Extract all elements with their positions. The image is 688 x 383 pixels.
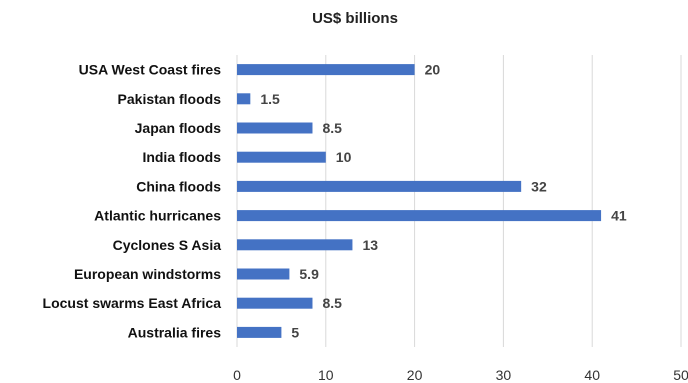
x-tick-label: 40 [584,367,600,383]
x-tick-label: 0 [233,367,241,383]
category-labels: USA West Coast fires Pakistan floods Japan… [43,62,222,341]
value-label: 8.5 [322,120,342,136]
value-label: 5.9 [299,266,319,282]
x-tick-label: 10 [318,367,334,383]
category-label: Japan floods [135,120,222,136]
x-tick-label: 20 [407,367,423,383]
bars [237,64,602,338]
bar [237,64,415,76]
bar [237,268,290,280]
x-axis-tick-labels: 0 10 20 30 40 50 [233,367,688,383]
value-label: 41 [611,208,627,224]
category-label: Atlantic hurricanes [94,208,221,224]
bar [237,326,282,338]
value-label: 8.5 [322,295,342,311]
value-label: 20 [425,62,441,78]
category-label: Australia fires [128,324,222,340]
category-label: China floods [136,178,221,194]
bar [237,151,326,163]
value-label: 10 [336,149,352,165]
value-label: 1.5 [260,91,280,107]
bar [237,297,313,309]
category-label: Pakistan floods [118,91,222,107]
category-label: Cyclones S Asia [113,237,222,253]
x-tick-label: 30 [496,367,512,383]
category-label: India floods [142,149,221,165]
bar [237,93,251,105]
value-label: 32 [531,178,547,194]
chart-title: US$ billions [312,10,398,27]
bar [237,239,353,251]
category-label: USA West Coast fires [79,62,222,78]
category-label: Locust swarms East Africa [43,295,222,311]
value-label: 5 [291,324,299,340]
x-tick-label: 50 [673,367,688,383]
bar [237,180,522,192]
bar [237,122,313,134]
category-label: European windstorms [74,266,221,282]
value-label: 13 [362,237,378,253]
bar [237,210,602,222]
